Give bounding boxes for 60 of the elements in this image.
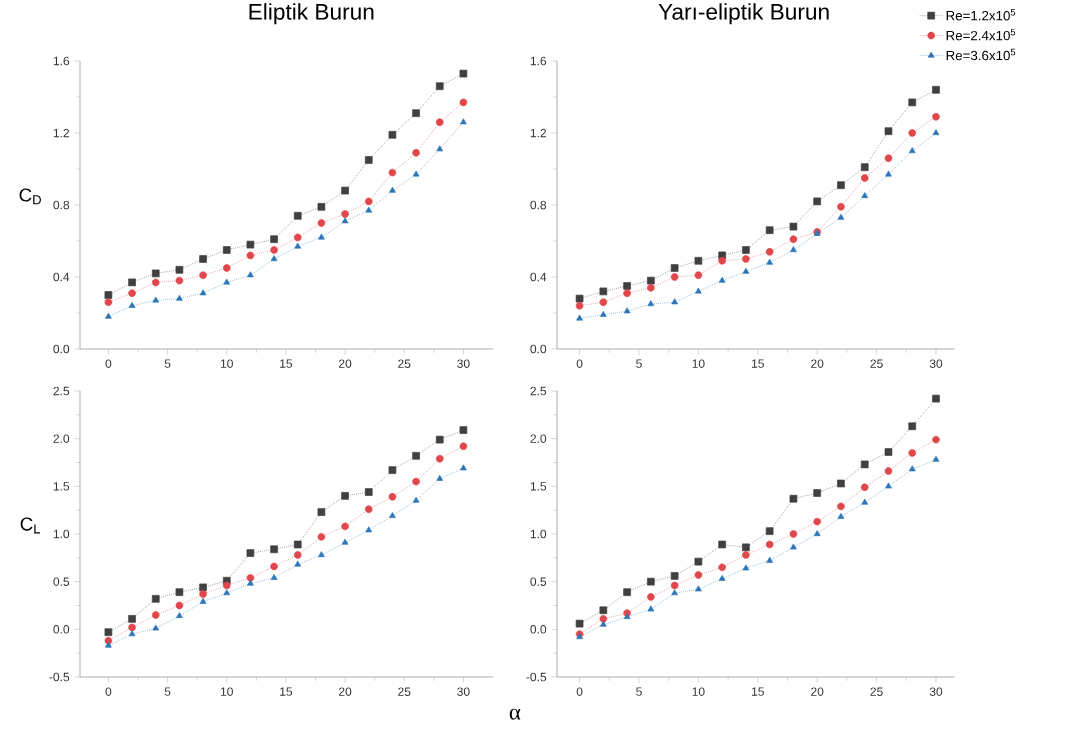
y-tick-label: 0.0 bbox=[53, 344, 70, 354]
y-tick-label: -0.5 bbox=[49, 672, 70, 682]
y-tick-label: 0.5 bbox=[530, 577, 547, 586]
y-tick-label: 1.5 bbox=[530, 482, 547, 491]
y-axis-title: C$_{D}$ bbox=[19, 188, 41, 205]
x-tick-label: 5 bbox=[636, 687, 642, 696]
x-tick-label: 10 bbox=[692, 359, 705, 368]
y-tick-label: 2.0 bbox=[53, 434, 70, 443]
x-tick-label: 15 bbox=[752, 687, 764, 696]
x-tick-label: 5 bbox=[636, 359, 642, 368]
y-tick-label: 1.6 bbox=[53, 56, 70, 66]
x-tick-label: 0 bbox=[576, 359, 583, 368]
y-tick-label: 0.0 bbox=[53, 625, 70, 634]
x-tick-label: 20 bbox=[811, 359, 824, 368]
x-tick-label: 20 bbox=[339, 687, 352, 696]
x-tick-label: 15 bbox=[752, 359, 764, 368]
y-tick-label: 0.4 bbox=[53, 272, 70, 282]
legend-label: Re=3.6x10$^{5}$ bbox=[946, 48, 1016, 61]
x-tick-label: 20 bbox=[339, 359, 352, 368]
y-tick-label: 2.0 bbox=[530, 434, 547, 443]
x-tick-label: 30 bbox=[929, 359, 943, 368]
x-tick-label: 5 bbox=[164, 687, 171, 696]
x-tick-label: 25 bbox=[398, 359, 411, 368]
x-tick-label: 30 bbox=[457, 359, 470, 368]
x-tick-label: 25 bbox=[398, 687, 411, 696]
x-tick-label: 5 bbox=[164, 359, 171, 368]
x-tick-label: 30 bbox=[457, 687, 470, 696]
y-tick-label: -0.5 bbox=[526, 672, 547, 682]
x-tick-label: 0 bbox=[105, 359, 112, 368]
x-tick-label: 25 bbox=[870, 359, 883, 368]
legend-label: Re=1.2x10$^{5}$ bbox=[946, 9, 1016, 21]
x-tick-label: 20 bbox=[811, 687, 824, 696]
x-tick-label: 30 bbox=[929, 687, 943, 696]
y-tick-label: 0.8 bbox=[530, 200, 547, 210]
x-tick-label: 10 bbox=[220, 687, 233, 696]
x-tick-label: 15 bbox=[280, 687, 293, 696]
y-tick-label: 1.5 bbox=[53, 482, 70, 491]
x-tick-label: 10 bbox=[220, 359, 233, 368]
y-tick-label: 1.0 bbox=[53, 529, 70, 539]
x-tick-label: 10 bbox=[692, 687, 705, 696]
x-tick-label: 0 bbox=[105, 687, 112, 696]
y-tick-label: 0.5 bbox=[53, 577, 70, 586]
y-tick-label: 1.6 bbox=[530, 56, 547, 66]
legend-label: Re=2.4x10$^{5}$ bbox=[946, 28, 1016, 41]
y-tick-label: 2.5 bbox=[53, 386, 70, 396]
chart-title: Yarı-eliptik Burun bbox=[658, 3, 829, 25]
y-axis-title: C$_{L}$ bbox=[20, 517, 41, 534]
y-tick-label: 1.0 bbox=[530, 529, 547, 539]
y-tick-label: 1.2 bbox=[530, 128, 546, 138]
x-tick-label: 0 bbox=[576, 687, 583, 696]
x-tick-label: 25 bbox=[870, 687, 883, 696]
y-tick-label: 0.8 bbox=[53, 200, 70, 210]
y-tick-label: 0.4 bbox=[530, 272, 547, 282]
x-tick-label: 15 bbox=[280, 359, 293, 368]
y-tick-label: 0.0 bbox=[530, 344, 547, 354]
y-tick-label: 0.0 bbox=[530, 625, 547, 634]
chart-title: Eliptik Burun bbox=[249, 3, 374, 25]
y-tick-label: 2.5 bbox=[530, 386, 547, 396]
y-tick-label: 1.2 bbox=[53, 128, 69, 138]
x-axis-title: α bbox=[509, 708, 521, 720]
